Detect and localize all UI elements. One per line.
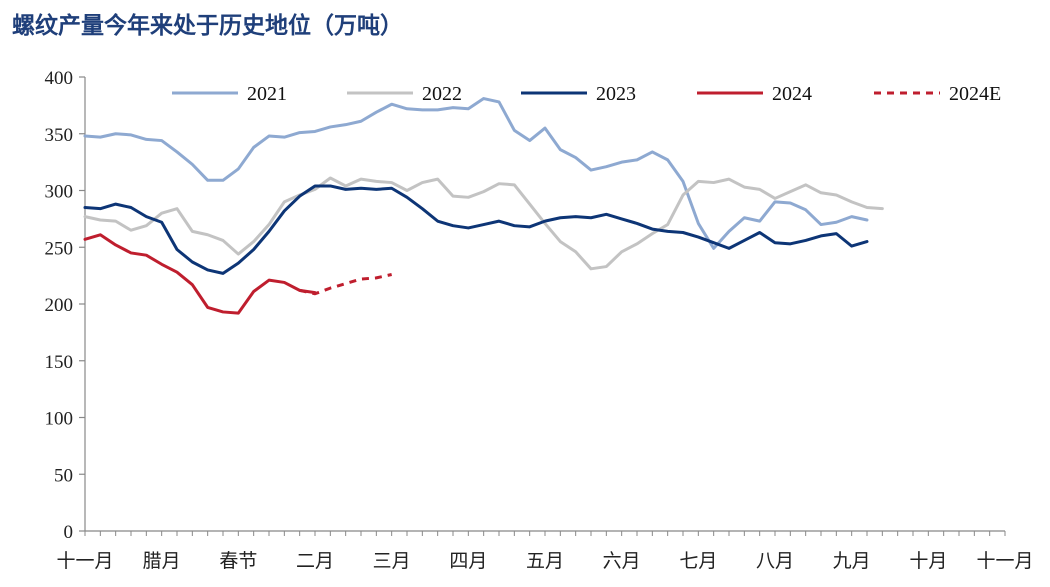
x-tick-label: 六月 [603,550,641,572]
legend-label-2023: 2023 [596,83,636,105]
y-tick-label: 300 [45,182,74,203]
x-tick-label: 十一月 [976,550,1033,572]
x-tick-label: 春节 [219,550,257,572]
x-tick-label: 十一月 [56,550,113,572]
x-tick-label: 八月 [756,551,794,572]
series-line-2024 [83,233,317,315]
x-tick-label: 九月 [833,550,871,572]
series-line-2022 [83,176,884,271]
series-line-2021 [83,97,869,250]
x-tick-label: 五月 [526,551,564,572]
y-tick-label: 250 [45,238,74,259]
y-tick-label: 350 [45,125,74,146]
x-tick-label: 腊月 [143,550,181,572]
chart-title: 螺纹产量今年来处于历史地位（万吨） [12,12,403,39]
y-tick-label: 150 [45,352,74,373]
x-tick-label: 三月 [373,551,411,572]
y-tick-label: 100 [45,409,74,430]
x-tick-label: 二月 [296,551,334,572]
legend-label-2024: 2024 [772,83,812,105]
series-line-2023 [83,184,869,275]
y-tick-label: 200 [45,295,74,316]
legend-label-2021: 2021 [247,83,287,105]
y-tick-label: 400 [45,68,74,89]
x-tick-label: 十月 [909,550,947,572]
series-line-2024E [299,273,392,296]
x-tick-label: 四月 [449,551,487,572]
y-tick-label: 0 [64,522,74,543]
legend-label-2022: 2022 [422,83,462,105]
y-tick-label: 50 [54,465,73,486]
x-tick-label: 七月 [679,550,717,572]
legend-label-2024E: 2024E [949,83,1001,105]
